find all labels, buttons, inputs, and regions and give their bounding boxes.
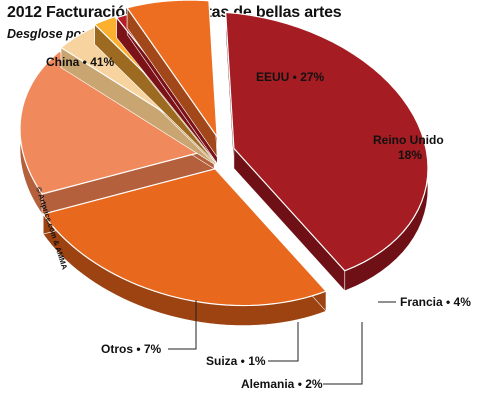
label-eeuu: EEUU • 27% <box>256 70 325 84</box>
slice-eeuu <box>42 168 328 326</box>
slice-top-reino-unido <box>19 50 216 195</box>
leader-line-suiza <box>268 322 299 362</box>
slice-top-china <box>225 11 429 272</box>
pie-slices <box>19 0 429 326</box>
label-reino-unido-pct: 18% <box>398 148 422 162</box>
slice-otros <box>126 0 218 158</box>
slice-top-otros <box>126 0 218 139</box>
label-china: China • 41% <box>46 55 115 69</box>
leader-lines <box>168 300 396 385</box>
slice-china <box>225 11 429 292</box>
label-suiza: Suiza • 1% <box>206 354 266 368</box>
slice-top-eeuu <box>42 168 328 307</box>
label-francia: Francia • 4% <box>400 295 471 309</box>
label-alemania: Alemania • 2% <box>241 377 323 391</box>
label-otros: Otros • 7% <box>101 342 162 356</box>
leader-line-otros <box>168 300 197 350</box>
label-reino-unido: Reino Unido <box>373 133 444 147</box>
leader-line-alemania <box>323 322 363 385</box>
